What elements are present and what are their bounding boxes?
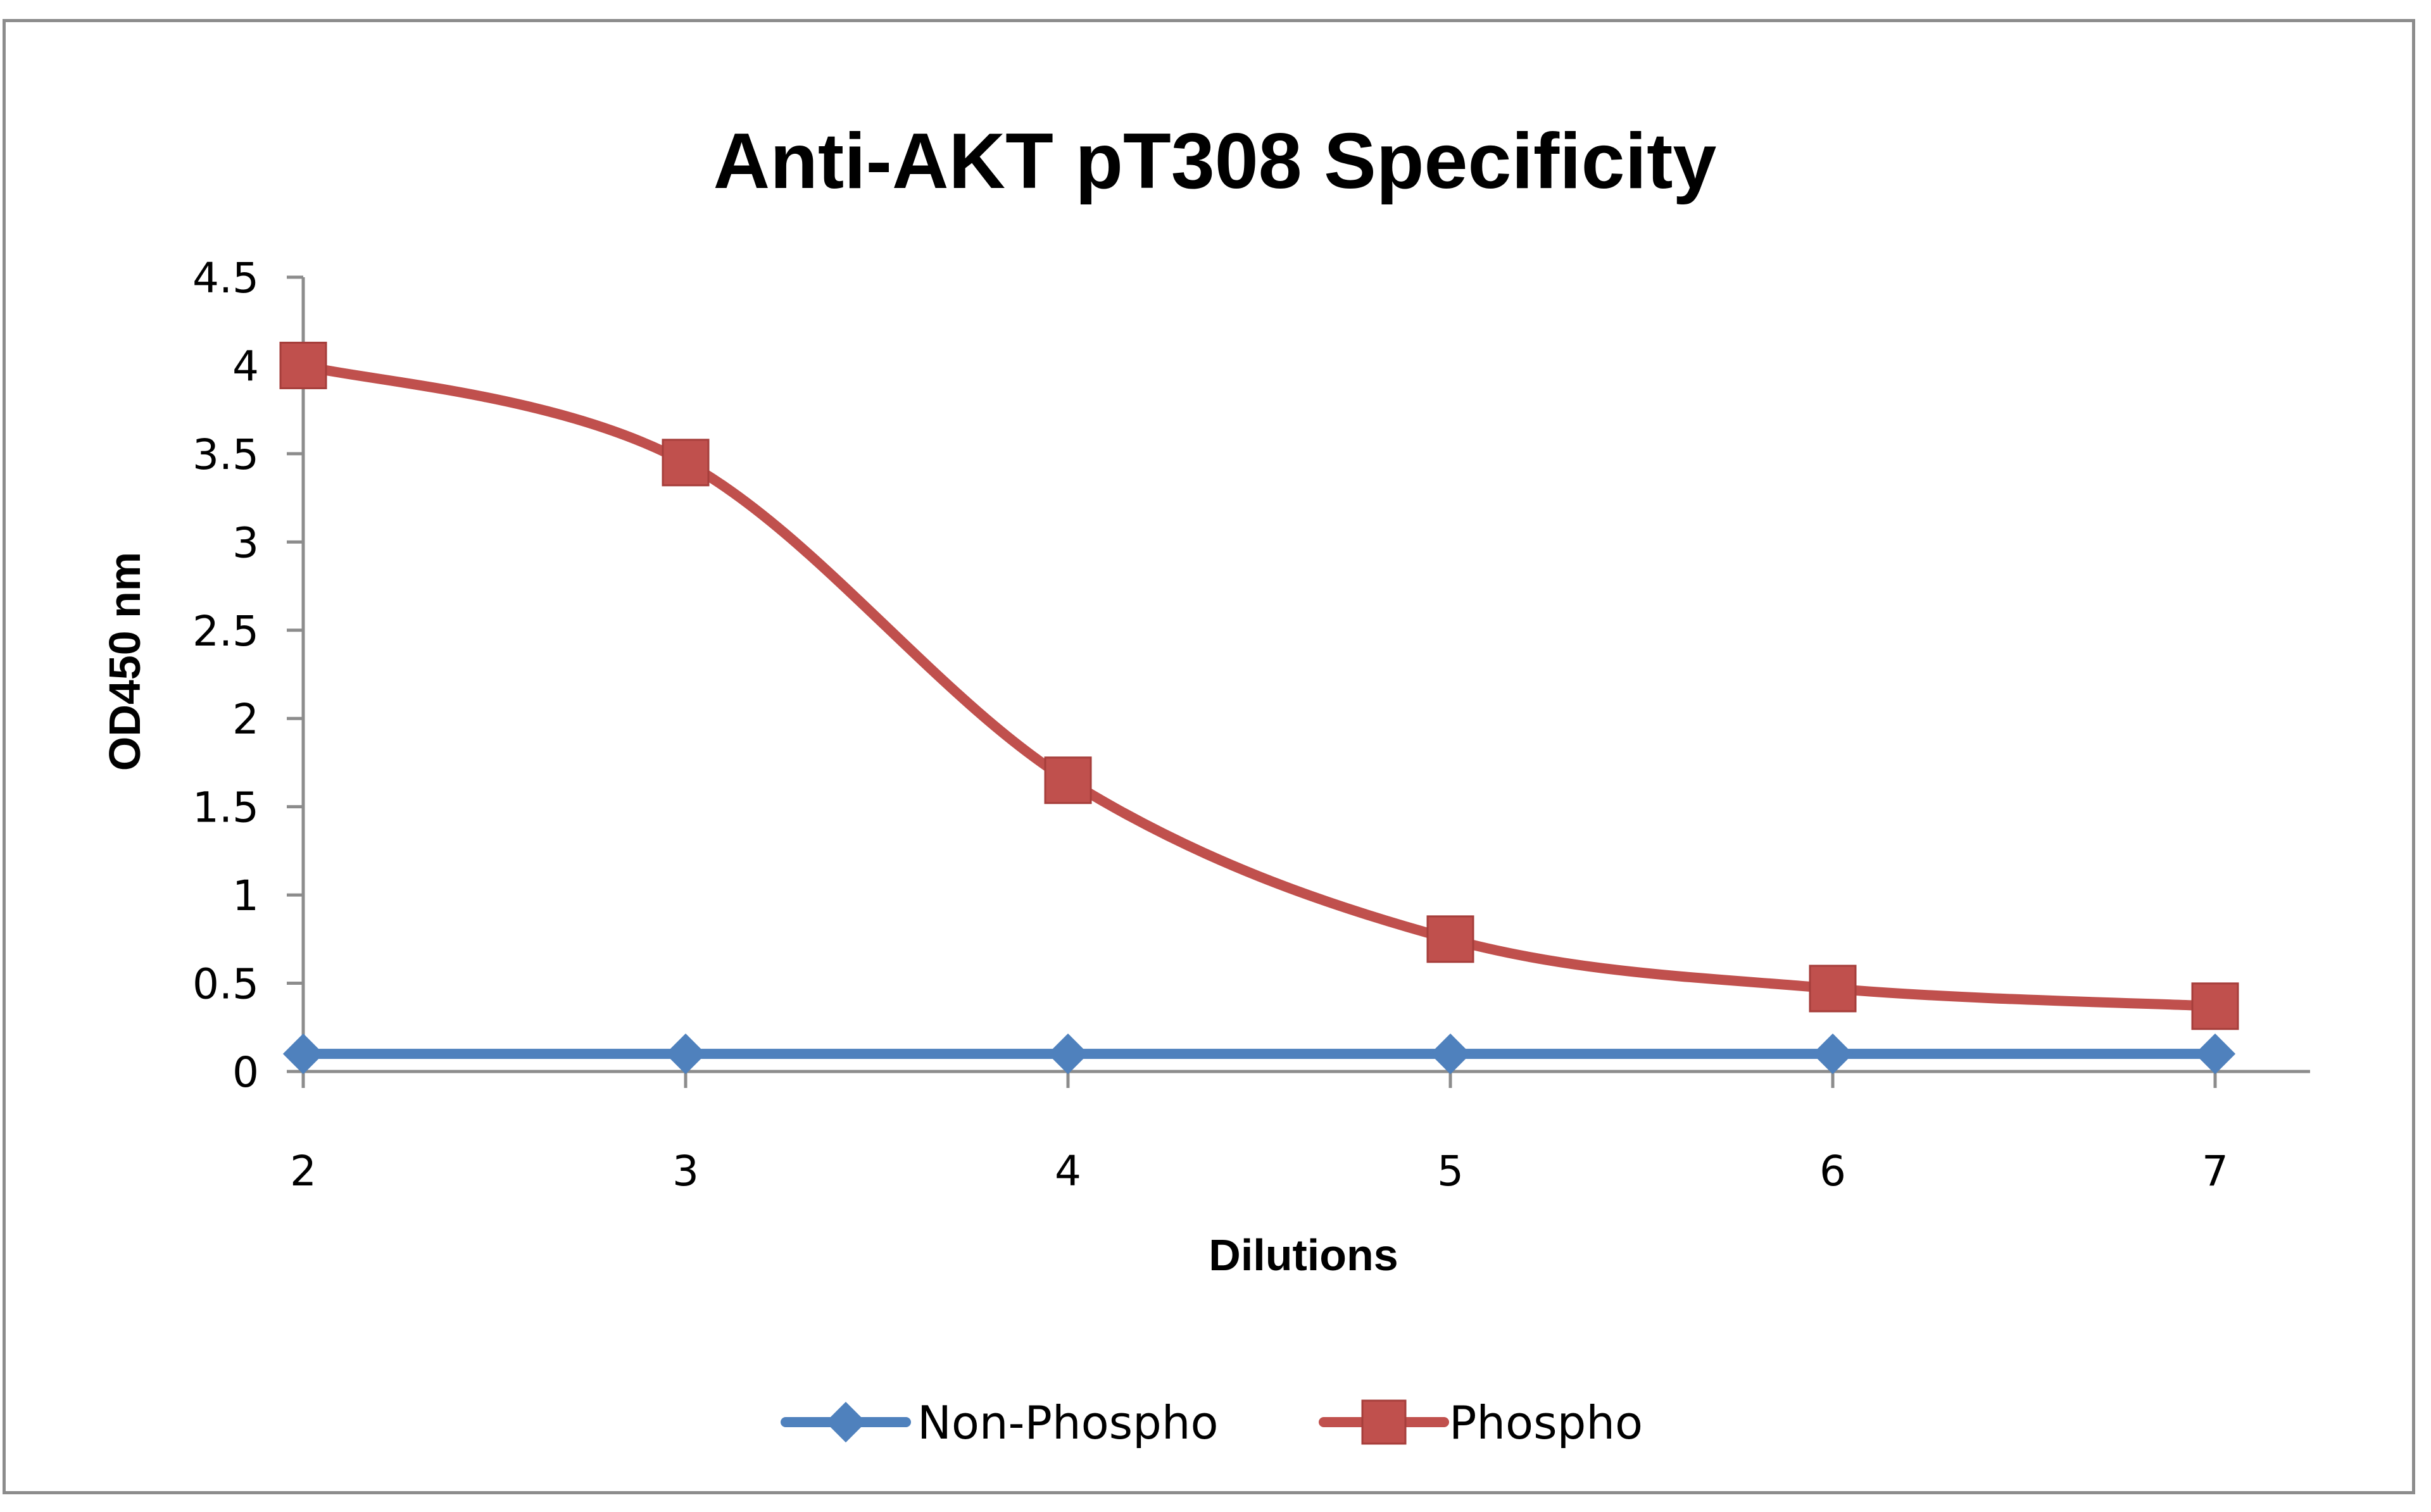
chart-title: Anti-AKT pT308 Specificity	[713, 118, 1717, 205]
legend-swatch-marker	[825, 1401, 867, 1443]
data-point	[1047, 1033, 1089, 1075]
legend-swatch-marker	[1361, 1399, 1407, 1445]
y-tick-label: 3	[232, 518, 259, 567]
series-non-phospho	[282, 1033, 2236, 1075]
data-point	[2194, 1033, 2236, 1075]
x-tick-label: 5	[1437, 1147, 1464, 1196]
y-tick-labels: 0 0.5 1 1.5 2 2.5 3 3.5 4 4.5	[192, 254, 259, 1097]
x-tick-label: 6	[1819, 1147, 1846, 1196]
data-point	[282, 1033, 324, 1075]
chart-frame: Anti-AKT pT308 Specificity OD450 nm Dilu…	[3, 19, 2415, 1494]
data-point	[2191, 982, 2239, 1030]
series-phospho	[279, 341, 2239, 1030]
y-axis-title: OD450 nm	[100, 552, 149, 771]
data-point	[662, 439, 710, 487]
data-point	[665, 1033, 707, 1075]
x-tick-label: 2	[290, 1147, 317, 1196]
y-tick-label: 4	[232, 342, 259, 390]
y-tick-label: 0.5	[192, 960, 259, 1009]
data-point	[1426, 915, 1474, 963]
x-tick-labels: 2 3 4 5 6 7	[290, 1147, 2228, 1196]
x-tick-label: 3	[672, 1147, 699, 1196]
legend-label: Phospho	[1449, 1396, 1643, 1449]
y-tick-label: 1	[232, 872, 259, 920]
data-point	[1429, 1033, 1471, 1075]
y-tick-label: 0	[232, 1048, 259, 1097]
x-tick-label: 4	[1055, 1147, 1081, 1196]
data-point	[279, 341, 327, 389]
y-tick-label: 3.5	[192, 430, 259, 479]
series-line	[298, 360, 2220, 1011]
data-point	[1809, 965, 1857, 1013]
legend-item: Phospho	[1319, 1396, 1643, 1449]
series	[279, 341, 2239, 1075]
y-tick-label: 2	[232, 695, 259, 744]
legend-item: Non-Phospho	[781, 1396, 1219, 1449]
legend-label: Non-Phospho	[917, 1396, 1219, 1449]
axes	[287, 275, 2310, 1088]
y-tick-label: 1.5	[192, 784, 259, 832]
x-tick-label: 7	[2202, 1147, 2228, 1196]
y-tick-label: 4.5	[192, 254, 259, 303]
x-axis-title: Dilutions	[1209, 1230, 1398, 1280]
data-point	[1044, 756, 1092, 804]
chart-svg: Anti-AKT pT308 Specificity OD450 nm Dilu…	[100, 118, 2310, 1449]
legend: Non-Phospho Phospho	[781, 1396, 1643, 1449]
data-point	[1812, 1033, 1854, 1075]
y-tick-label: 2.5	[192, 607, 259, 656]
